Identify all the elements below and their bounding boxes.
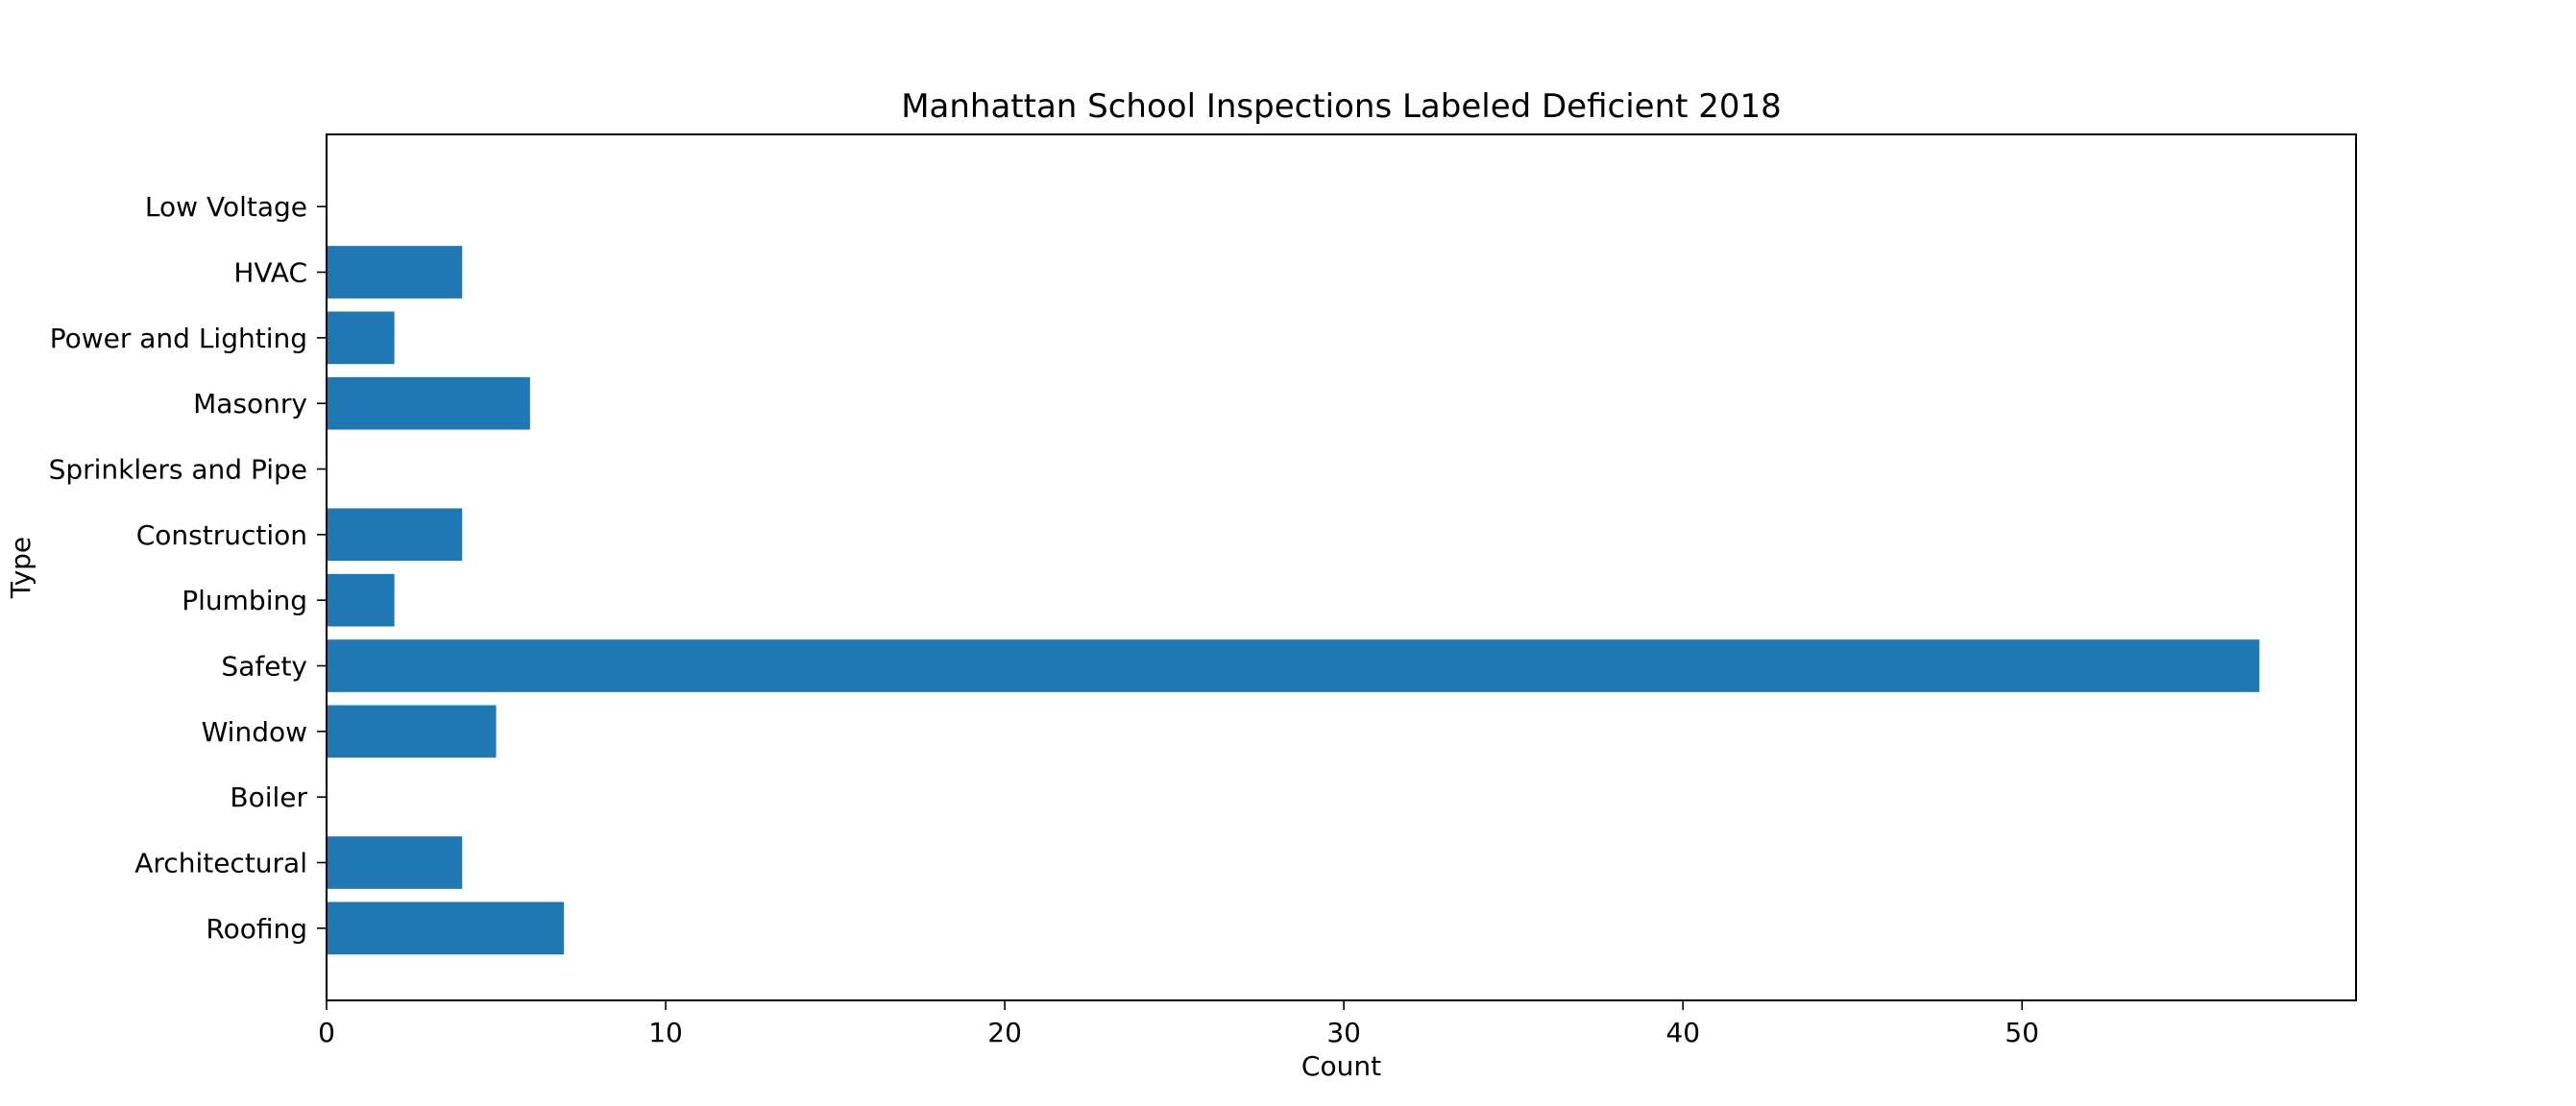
x-tick-label: 40 — [1665, 1017, 1700, 1048]
x-tick-label: 50 — [2005, 1017, 2039, 1048]
y-axis: Roofing Architectural Boiler Window Safety Pl… — [49, 191, 327, 945]
y-axis-label: Type — [5, 537, 36, 599]
y-tick-label: Construction — [136, 519, 307, 551]
bar-architectural — [327, 836, 463, 889]
bar-power-and-lighting — [327, 311, 395, 365]
x-tick-label: 30 — [1326, 1017, 1361, 1048]
bar-hvac — [327, 246, 463, 299]
chart-title: Manhattan School Inspections Labeled Def… — [901, 87, 1782, 126]
y-tick-label: Roofing — [206, 913, 307, 945]
y-tick-label: Architectural — [134, 848, 307, 879]
bar-plumbing — [327, 573, 395, 627]
bar-roofing — [327, 902, 565, 955]
bar-masonry — [327, 376, 530, 430]
y-tick-label: Window — [202, 716, 307, 748]
x-tick-label: 20 — [987, 1017, 1022, 1048]
plot-frame — [326, 133, 2357, 1001]
bar-window — [327, 705, 497, 758]
y-tick-label: Low Voltage — [145, 191, 307, 223]
y-tick-label: Power and Lighting — [50, 323, 307, 354]
bar-construction — [327, 508, 463, 562]
bars — [327, 246, 2260, 955]
x-axis-label: Count — [1301, 1050, 1381, 1082]
y-tick-label: Plumbing — [182, 585, 307, 616]
y-tick-label: Safety — [221, 651, 307, 683]
x-tick-label: 10 — [648, 1017, 683, 1048]
y-tick-label: HVAC — [233, 257, 307, 289]
y-tick-label: Boiler — [230, 781, 307, 813]
bar-safety — [327, 639, 2260, 692]
x-tick-label: 0 — [318, 1017, 335, 1048]
y-tick-label: Sprinklers and Pipe — [49, 454, 307, 486]
x-axis: 0 10 20 30 40 50 — [318, 1000, 2039, 1048]
y-tick-label: Masonry — [193, 388, 307, 420]
